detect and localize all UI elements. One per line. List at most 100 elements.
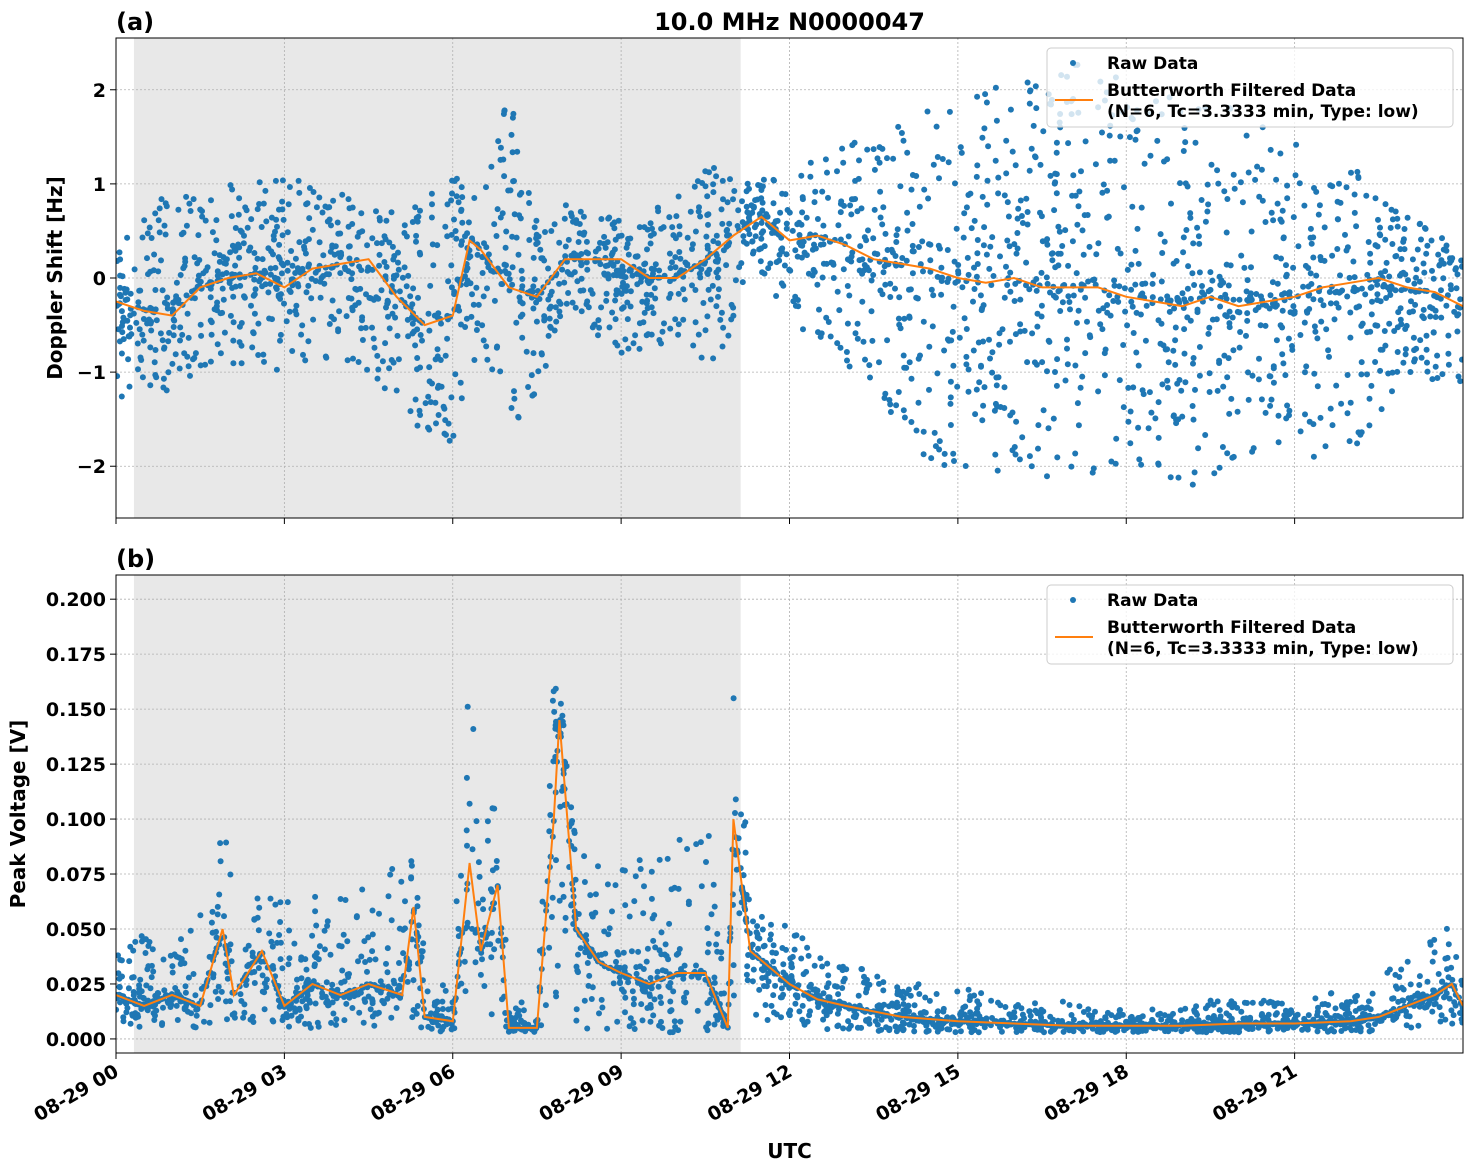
raw-data-point (183, 193, 190, 200)
raw-data-point (1389, 241, 1396, 247)
raw-data-point (1065, 140, 1072, 147)
raw-data-point (1195, 233, 1202, 240)
raw-data-point (137, 976, 144, 983)
raw-data-point (819, 274, 826, 281)
raw-data-point (197, 206, 204, 213)
raw-data-point (1079, 227, 1086, 234)
raw-data-point (280, 216, 287, 223)
raw-data-point (491, 805, 498, 812)
raw-data-point (448, 197, 455, 204)
raw-data-point (453, 898, 460, 905)
raw-data-point (726, 220, 733, 227)
raw-data-point (959, 284, 966, 291)
raw-data-point (284, 899, 291, 906)
raw-data-point (656, 856, 663, 863)
raw-data-point (754, 931, 761, 938)
raw-data-point (1012, 451, 1019, 458)
legend-raw-label: Raw Data (1107, 54, 1198, 74)
raw-data-point (1044, 368, 1050, 375)
raw-data-point (1267, 402, 1274, 409)
raw-data-point (462, 273, 468, 280)
raw-data-point (1313, 188, 1320, 195)
raw-data-point (710, 181, 717, 188)
raw-data-point (1451, 999, 1458, 1006)
raw-data-point (446, 437, 453, 444)
raw-data-point (338, 249, 344, 256)
raw-data-point (1353, 223, 1360, 230)
raw-data-point (144, 230, 151, 237)
raw-data-point (1441, 994, 1447, 1001)
raw-data-point (786, 1012, 793, 1019)
raw-data-point (1281, 290, 1288, 297)
raw-data-point (1154, 137, 1161, 144)
raw-data-point (612, 882, 619, 889)
raw-data-point (1310, 453, 1317, 460)
raw-data-point (734, 223, 741, 229)
raw-data-point (700, 300, 707, 306)
raw-data-point (1205, 330, 1212, 337)
raw-data-point (749, 238, 756, 245)
raw-data-point (1017, 321, 1024, 328)
raw-data-point (402, 898, 408, 905)
raw-data-point (1206, 370, 1213, 377)
raw-data-point (758, 230, 765, 237)
raw-data-point (970, 347, 977, 354)
raw-data-point (692, 287, 699, 293)
raw-data-point (1129, 303, 1136, 310)
raw-data-point (1161, 238, 1168, 245)
raw-data-point (765, 978, 772, 985)
raw-data-point (650, 1012, 657, 1019)
raw-data-point (1424, 978, 1431, 985)
raw-data-point (1037, 161, 1044, 168)
raw-data-point (352, 285, 359, 292)
raw-data-point (839, 985, 846, 991)
raw-data-point (1059, 299, 1066, 306)
raw-data-point (276, 241, 283, 248)
raw-data-point (1157, 1010, 1164, 1017)
raw-data-point (511, 388, 517, 395)
raw-data-point (1005, 213, 1012, 220)
raw-data-point (261, 358, 267, 365)
raw-data-point (703, 233, 710, 240)
raw-data-point (413, 238, 419, 245)
raw-data-point (164, 294, 171, 301)
raw-data-point (303, 966, 310, 973)
raw-data-point (807, 1008, 813, 1015)
raw-data-point (887, 280, 894, 287)
raw-data-point (1124, 322, 1131, 329)
raw-data-point (1453, 954, 1460, 960)
raw-data-point (803, 214, 810, 221)
raw-data-point (484, 285, 490, 292)
raw-data-point (578, 308, 585, 315)
raw-data-point (647, 975, 654, 981)
raw-data-point (294, 984, 300, 991)
raw-data-point (1458, 257, 1463, 264)
raw-data-point (743, 971, 750, 978)
raw-data-point (1412, 288, 1419, 295)
raw-data-point (765, 265, 772, 272)
raw-data-point (1202, 1005, 1209, 1012)
raw-data-point (1252, 176, 1259, 183)
raw-data-point (693, 962, 699, 969)
raw-data-point (364, 242, 371, 249)
raw-data-point (814, 216, 821, 222)
raw-data-point (1104, 214, 1111, 221)
raw-data-point (1423, 250, 1430, 257)
raw-data-point (645, 331, 652, 338)
raw-data-point (844, 320, 851, 327)
raw-data-point (1311, 370, 1318, 377)
raw-data-point (740, 238, 747, 245)
raw-data-point (1085, 1006, 1092, 1013)
raw-data-point (1059, 243, 1066, 249)
raw-data-point (1051, 180, 1058, 187)
raw-data-point (886, 397, 893, 403)
raw-data-point (495, 138, 502, 145)
raw-data-point (759, 269, 766, 276)
raw-data-point (939, 156, 946, 162)
raw-data-point (676, 249, 683, 255)
raw-data-point (1225, 355, 1232, 362)
raw-data-point (1056, 287, 1063, 294)
raw-data-point (468, 313, 475, 320)
raw-data-point (248, 302, 254, 309)
raw-data-point (552, 304, 559, 311)
